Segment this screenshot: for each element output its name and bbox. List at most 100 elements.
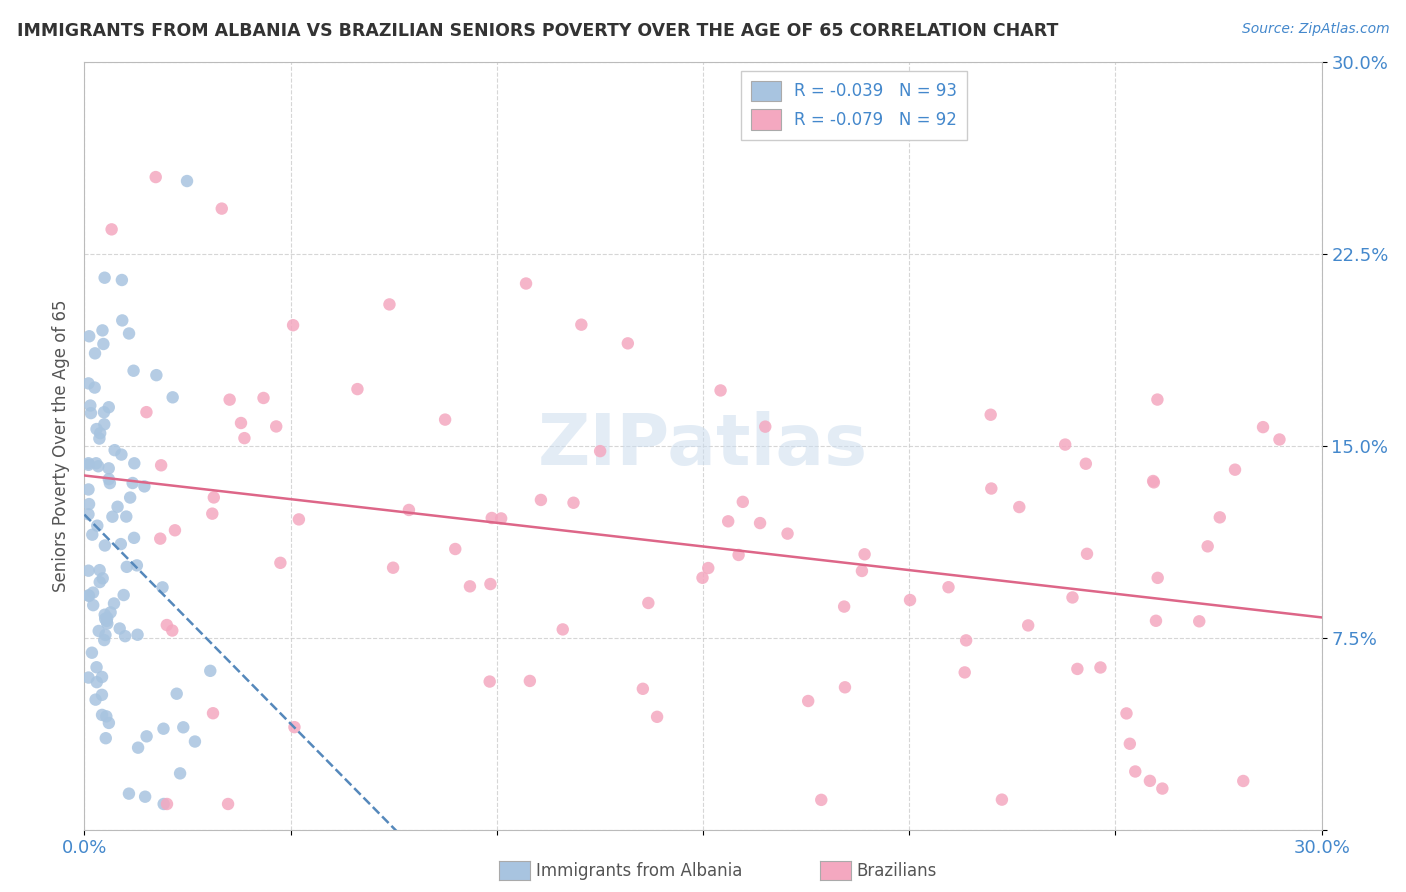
Point bbox=[127, 740, 149, 755]
Point bbox=[281, 318, 304, 333]
Point bbox=[77, 329, 100, 343]
Point bbox=[1017, 618, 1039, 632]
Point bbox=[955, 633, 977, 648]
Point bbox=[107, 500, 129, 514]
Point bbox=[1223, 463, 1246, 477]
Point bbox=[382, 560, 405, 574]
Point bbox=[1066, 662, 1088, 676]
Point bbox=[1146, 392, 1168, 407]
Point bbox=[93, 607, 115, 622]
Point bbox=[754, 419, 776, 434]
Point bbox=[86, 518, 108, 533]
Point bbox=[93, 633, 115, 648]
Point bbox=[478, 674, 501, 689]
Point bbox=[120, 491, 142, 505]
Point bbox=[87, 459, 110, 474]
Point bbox=[89, 426, 111, 441]
Point bbox=[810, 793, 832, 807]
Point bbox=[832, 599, 855, 614]
Point bbox=[953, 665, 976, 680]
Text: Source: ZipAtlas.com: Source: ZipAtlas.com bbox=[1241, 22, 1389, 37]
Point bbox=[83, 380, 105, 394]
Point bbox=[97, 715, 120, 730]
Point bbox=[980, 408, 1002, 422]
Point bbox=[562, 496, 585, 510]
Point bbox=[166, 687, 188, 701]
Point bbox=[264, 419, 287, 434]
Point bbox=[82, 598, 104, 612]
Point bbox=[150, 458, 173, 473]
Point bbox=[569, 318, 592, 332]
Point bbox=[1142, 474, 1164, 488]
Point bbox=[1090, 660, 1112, 674]
Point bbox=[100, 222, 122, 236]
Point bbox=[709, 384, 731, 398]
Point bbox=[519, 673, 541, 688]
Point bbox=[1209, 510, 1232, 524]
Point bbox=[162, 390, 184, 404]
Point bbox=[202, 491, 225, 505]
Point bbox=[479, 577, 502, 591]
Point bbox=[184, 734, 207, 748]
Point bbox=[77, 588, 100, 602]
Point bbox=[162, 624, 184, 638]
Point bbox=[135, 729, 157, 743]
Text: IMMIGRANTS FROM ALBANIA VS BRAZILIAN SENIORS POVERTY OVER THE AGE OF 65 CORRELAT: IMMIGRANTS FROM ALBANIA VS BRAZILIAN SEN… bbox=[17, 22, 1059, 40]
Point bbox=[269, 556, 291, 570]
Point bbox=[82, 585, 104, 599]
Point bbox=[229, 416, 252, 430]
Point bbox=[80, 406, 103, 420]
Point bbox=[124, 456, 146, 470]
Point bbox=[121, 476, 143, 491]
Point bbox=[458, 579, 481, 593]
Point bbox=[134, 789, 156, 804]
Text: Brazilians: Brazilians bbox=[856, 862, 936, 880]
Point bbox=[617, 336, 640, 351]
Point bbox=[149, 532, 172, 546]
Point bbox=[288, 512, 311, 526]
Point bbox=[530, 492, 553, 507]
Point bbox=[1232, 774, 1254, 789]
Point bbox=[378, 297, 401, 311]
Point bbox=[515, 277, 537, 291]
Point bbox=[94, 539, 117, 553]
Point bbox=[135, 405, 157, 419]
Point bbox=[96, 709, 118, 723]
Point bbox=[112, 588, 135, 602]
Point bbox=[1115, 706, 1137, 721]
Point bbox=[97, 461, 120, 475]
Point bbox=[84, 346, 107, 360]
Point bbox=[217, 797, 239, 811]
Point bbox=[201, 507, 224, 521]
Point bbox=[94, 628, 117, 642]
Point bbox=[851, 564, 873, 578]
Point bbox=[86, 660, 108, 674]
Point bbox=[101, 509, 124, 524]
Y-axis label: Seniors Poverty Over the Age of 65: Seniors Poverty Over the Age of 65 bbox=[52, 300, 70, 592]
Point bbox=[1054, 437, 1077, 451]
Text: Immigrants from Albania: Immigrants from Albania bbox=[536, 862, 742, 880]
Point bbox=[77, 497, 100, 511]
Point bbox=[118, 326, 141, 341]
Point bbox=[84, 692, 107, 706]
Point bbox=[434, 412, 457, 426]
Point bbox=[776, 526, 799, 541]
Point bbox=[93, 270, 115, 285]
Point bbox=[77, 671, 100, 685]
Point bbox=[211, 202, 233, 216]
Point bbox=[77, 589, 100, 603]
Point bbox=[692, 571, 714, 585]
Point bbox=[731, 495, 754, 509]
Point bbox=[86, 422, 108, 436]
Point bbox=[489, 511, 512, 525]
Point bbox=[551, 623, 574, 637]
Point bbox=[91, 707, 114, 722]
Point bbox=[110, 537, 132, 551]
Point bbox=[122, 531, 145, 545]
Point bbox=[97, 401, 120, 415]
Point bbox=[104, 443, 127, 458]
Point bbox=[749, 516, 772, 530]
Point bbox=[252, 391, 274, 405]
Point bbox=[156, 797, 179, 811]
Point bbox=[108, 622, 131, 636]
